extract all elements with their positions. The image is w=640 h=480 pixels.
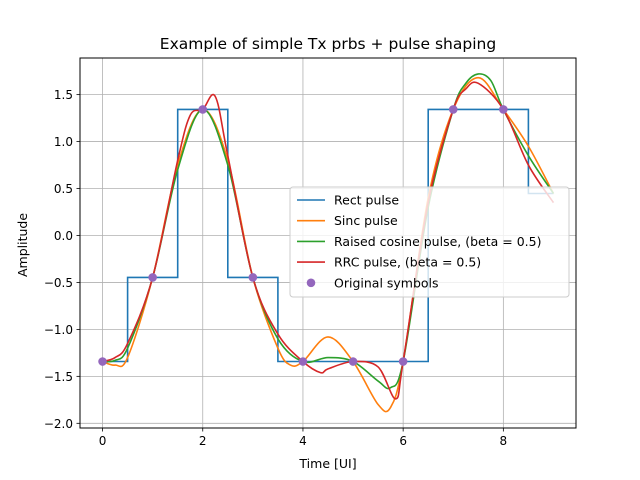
y-axis-label: Amplitude — [15, 213, 30, 277]
legend-label-raised-cosine-pulse-beta-0-5: Raised cosine pulse, (beta = 0.5) — [334, 234, 541, 249]
series-lines — [98, 73, 555, 413]
x-tick-label: 8 — [500, 434, 508, 448]
x-tick-label: 2 — [199, 434, 207, 448]
rect-pulse-line — [102, 108, 554, 363]
y-tick-label: 1.5 — [54, 88, 73, 102]
legend-swatch-original-symbols — [306, 278, 316, 288]
symbol-marker — [148, 273, 157, 282]
legend-label-rect-pulse: Rect pulse — [334, 193, 399, 208]
symbol-marker — [248, 273, 258, 282]
x-tick-label: 6 — [399, 434, 407, 448]
symbol-marker — [98, 357, 107, 366]
rrc-pulse-beta-0-5-line — [102, 81, 555, 400]
legend-label-rrc-pulse-beta-0-5: RRC pulse, (beta = 0.5) — [334, 255, 481, 270]
legend: Rect pulse Sinc pulse Raised cosine pulse,… — [289, 186, 570, 298]
y-tick-label: 0.0 — [54, 229, 73, 243]
legend-label-original-symbols: Original symbols — [334, 275, 439, 290]
x-axis-label: Time [UI] — [298, 456, 356, 471]
symbol-marker — [198, 105, 208, 114]
legend-entries: Rect pulse Sinc pulse Raised cosine pulse,… — [297, 193, 541, 290]
legend-label-sinc-pulse: Sinc pulse — [334, 213, 398, 228]
x-tick-label: 0 — [99, 434, 107, 448]
symbol-marker — [348, 357, 358, 366]
symbol-marker — [398, 357, 408, 366]
symbol-marker — [448, 105, 458, 114]
y-tick-label: −0.5 — [44, 276, 73, 290]
legend-box — [289, 186, 570, 298]
y-tick-label: 1.0 — [54, 135, 73, 149]
plot-area-frame — [79, 57, 577, 429]
y-tick-label: −1.5 — [44, 370, 73, 384]
axis-ticks: 0 2 4 6 8 −2.0 −1.5 −1.0 −0.5 0.0 0.5 1.0 1.5 — [44, 88, 507, 448]
x-tick-label: 4 — [299, 434, 307, 448]
symbol-marker — [499, 105, 508, 114]
chart-title: Example of simple Tx prbs + pulse shapin… — [160, 35, 496, 53]
y-tick-label: 0.5 — [54, 182, 73, 196]
y-tick-label: −2.0 — [44, 417, 73, 431]
symbol-marker — [298, 357, 308, 366]
y-tick-label: −1.0 — [44, 323, 73, 337]
